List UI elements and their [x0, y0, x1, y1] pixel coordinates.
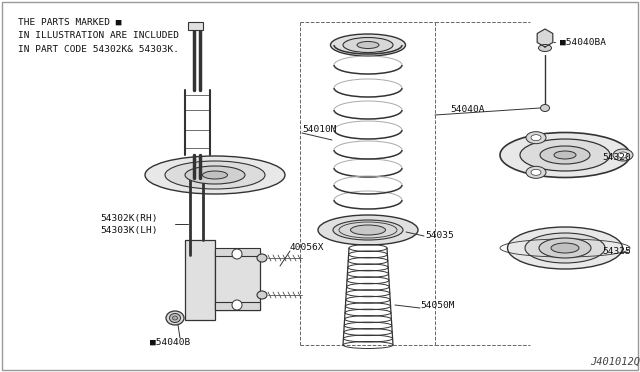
- Ellipse shape: [202, 171, 227, 179]
- Ellipse shape: [318, 215, 418, 245]
- Text: 54320: 54320: [602, 154, 631, 163]
- Ellipse shape: [500, 132, 630, 177]
- Ellipse shape: [357, 42, 379, 48]
- Ellipse shape: [232, 249, 242, 259]
- Ellipse shape: [541, 105, 550, 112]
- Ellipse shape: [539, 238, 591, 258]
- Text: 40056X: 40056X: [290, 244, 324, 253]
- Ellipse shape: [618, 152, 628, 158]
- Text: IN ILLUSTRATION ARE INCLUDED: IN ILLUSTRATION ARE INCLUDED: [18, 32, 179, 41]
- Ellipse shape: [526, 132, 546, 144]
- Ellipse shape: [145, 156, 285, 194]
- Ellipse shape: [520, 139, 610, 171]
- Ellipse shape: [173, 316, 177, 320]
- Ellipse shape: [185, 166, 245, 184]
- Bar: [188, 22, 203, 30]
- Bar: [215, 302, 260, 310]
- Ellipse shape: [232, 300, 242, 310]
- Text: J401012Q: J401012Q: [590, 357, 640, 367]
- Bar: [215, 250, 260, 310]
- Ellipse shape: [540, 146, 590, 164]
- Ellipse shape: [531, 169, 541, 175]
- Ellipse shape: [165, 161, 265, 189]
- Text: ■54040B: ■54040B: [150, 337, 190, 346]
- Ellipse shape: [257, 254, 267, 262]
- Ellipse shape: [538, 45, 552, 51]
- Ellipse shape: [351, 225, 385, 235]
- Text: ■54040BA: ■54040BA: [560, 38, 606, 46]
- Text: 54035: 54035: [425, 231, 454, 241]
- Ellipse shape: [526, 166, 546, 178]
- Ellipse shape: [508, 227, 623, 269]
- Ellipse shape: [554, 151, 576, 159]
- Ellipse shape: [333, 220, 403, 240]
- Bar: [215, 248, 260, 256]
- Bar: [185, 240, 215, 320]
- Ellipse shape: [330, 34, 406, 56]
- Ellipse shape: [170, 314, 180, 323]
- Text: IN PART CODE 54302K& 54303K.: IN PART CODE 54302K& 54303K.: [18, 45, 179, 55]
- Ellipse shape: [613, 149, 633, 161]
- Text: 54050M: 54050M: [420, 301, 454, 310]
- Ellipse shape: [343, 38, 393, 52]
- Ellipse shape: [166, 311, 184, 325]
- Text: 54010M: 54010M: [302, 125, 337, 135]
- Ellipse shape: [531, 135, 541, 141]
- Ellipse shape: [257, 291, 267, 299]
- Ellipse shape: [551, 243, 579, 253]
- Ellipse shape: [525, 233, 605, 263]
- Text: 54040A: 54040A: [450, 106, 484, 115]
- Text: THE PARTS MARKED ■: THE PARTS MARKED ■: [18, 17, 122, 26]
- Text: 54302K(RH): 54302K(RH): [100, 214, 157, 222]
- Text: 54325: 54325: [602, 247, 631, 257]
- Text: 54303K(LH): 54303K(LH): [100, 227, 157, 235]
- Polygon shape: [537, 29, 553, 47]
